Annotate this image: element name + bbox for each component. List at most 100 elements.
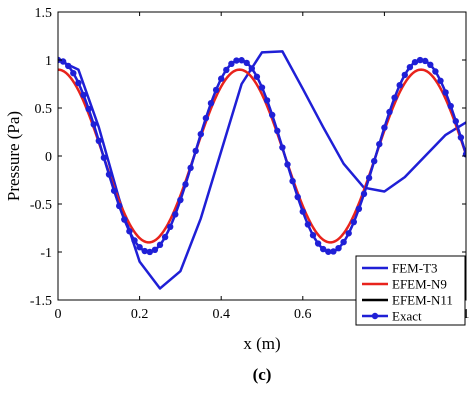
exact-marker — [365, 174, 373, 182]
exact-marker — [146, 248, 153, 256]
exact-marker — [309, 232, 317, 239]
exact-marker — [197, 130, 204, 138]
exact-marker — [350, 218, 357, 226]
legend-label-exact: Exact — [392, 309, 422, 324]
exact-marker — [335, 245, 342, 252]
exact-marker — [85, 105, 92, 113]
exact-marker — [432, 68, 439, 75]
exact-marker — [269, 111, 276, 119]
y-tick-label: -1.5 — [30, 294, 52, 309]
exact-marker — [386, 108, 393, 116]
exact-marker — [391, 94, 398, 101]
exact-marker — [100, 154, 108, 161]
y-tick-label: 0.5 — [35, 102, 53, 117]
exact-marker — [299, 208, 306, 215]
exact-marker — [228, 60, 235, 67]
exact-marker — [131, 237, 138, 244]
exact-marker — [411, 58, 419, 66]
exact-marker — [192, 147, 199, 155]
x-tick-label: 0.6 — [294, 307, 312, 322]
exact-marker — [75, 79, 82, 87]
exact-marker — [233, 57, 240, 64]
legend-marker-exact — [371, 312, 379, 320]
exact-marker — [340, 238, 347, 246]
exact-marker — [105, 171, 113, 178]
exact-marker — [253, 73, 261, 80]
exact-marker — [320, 245, 327, 253]
exact-marker — [284, 161, 291, 168]
exact-marker — [371, 157, 378, 165]
exact-marker — [136, 244, 143, 251]
exact-marker — [258, 84, 266, 91]
exact-marker — [406, 63, 414, 71]
legend-label-fem-t3: FEM-T3 — [392, 261, 438, 276]
exact-marker — [330, 248, 337, 255]
exact-marker — [314, 240, 322, 247]
exact-marker — [325, 248, 332, 255]
exact-marker — [218, 75, 225, 82]
exact-marker — [360, 190, 368, 198]
exact-marker — [304, 221, 312, 228]
exact-marker — [141, 247, 148, 255]
exact-marker — [243, 59, 250, 67]
exact-marker — [422, 57, 429, 65]
exact-marker — [376, 140, 383, 148]
figure-caption: (c) — [253, 365, 272, 384]
exact-marker — [65, 62, 72, 70]
exact-marker — [437, 77, 444, 84]
exact-marker — [452, 118, 459, 125]
exact-marker — [116, 202, 123, 210]
y-axis-title: Pressure (Pa) — [4, 111, 23, 201]
exact-marker — [95, 137, 103, 145]
exact-marker — [151, 246, 159, 254]
exact-marker — [202, 114, 210, 122]
exact-marker — [121, 216, 128, 223]
exact-marker — [207, 99, 215, 107]
exact-marker — [212, 86, 220, 94]
y-tick-label: 1.5 — [35, 6, 53, 21]
x-axis-title: x (m) — [243, 334, 280, 353]
y-tick-label: -1 — [40, 246, 52, 261]
exact-marker — [442, 89, 449, 96]
exact-marker — [248, 65, 255, 72]
exact-marker — [294, 193, 301, 201]
exact-marker — [274, 127, 281, 135]
exact-marker — [80, 91, 87, 99]
x-tick-label: 1 — [463, 307, 470, 322]
exact-marker — [172, 211, 179, 218]
exact-marker — [355, 205, 363, 213]
exact-marker — [401, 71, 408, 79]
exact-marker — [126, 228, 133, 235]
exact-marker — [396, 81, 403, 89]
exact-marker — [238, 57, 245, 64]
x-tick-label: 0.4 — [212, 307, 230, 322]
exact-marker — [177, 196, 184, 204]
exact-marker — [427, 61, 434, 68]
x-tick-label: 0.2 — [131, 307, 149, 322]
exact-marker — [182, 181, 189, 188]
exact-marker — [59, 58, 67, 65]
y-tick-label: 1 — [45, 54, 52, 69]
exact-marker — [289, 177, 296, 185]
legend-label-efem-n11: EFEM-N11 — [392, 293, 453, 308]
exact-marker — [110, 187, 118, 194]
y-tick-label: -0.5 — [30, 198, 52, 213]
exact-marker — [187, 164, 194, 172]
exact-marker — [156, 241, 164, 249]
series-layer — [58, 50, 466, 290]
exact-marker — [223, 66, 230, 74]
exact-marker — [447, 102, 454, 110]
legend-label-efem-n9: EFEM-N9 — [392, 277, 447, 292]
series-line-efem-n9 — [58, 68, 466, 244]
exact-marker — [167, 223, 174, 231]
y-tick-label: 0 — [45, 150, 52, 165]
exact-marker — [279, 144, 286, 151]
exact-marker — [381, 124, 388, 131]
exact-marker — [263, 97, 271, 104]
exact-marker — [161, 233, 169, 241]
x-tick-label: 0 — [55, 307, 62, 322]
exact-marker — [416, 56, 424, 64]
exact-marker — [457, 134, 465, 141]
exact-marker — [70, 69, 77, 77]
